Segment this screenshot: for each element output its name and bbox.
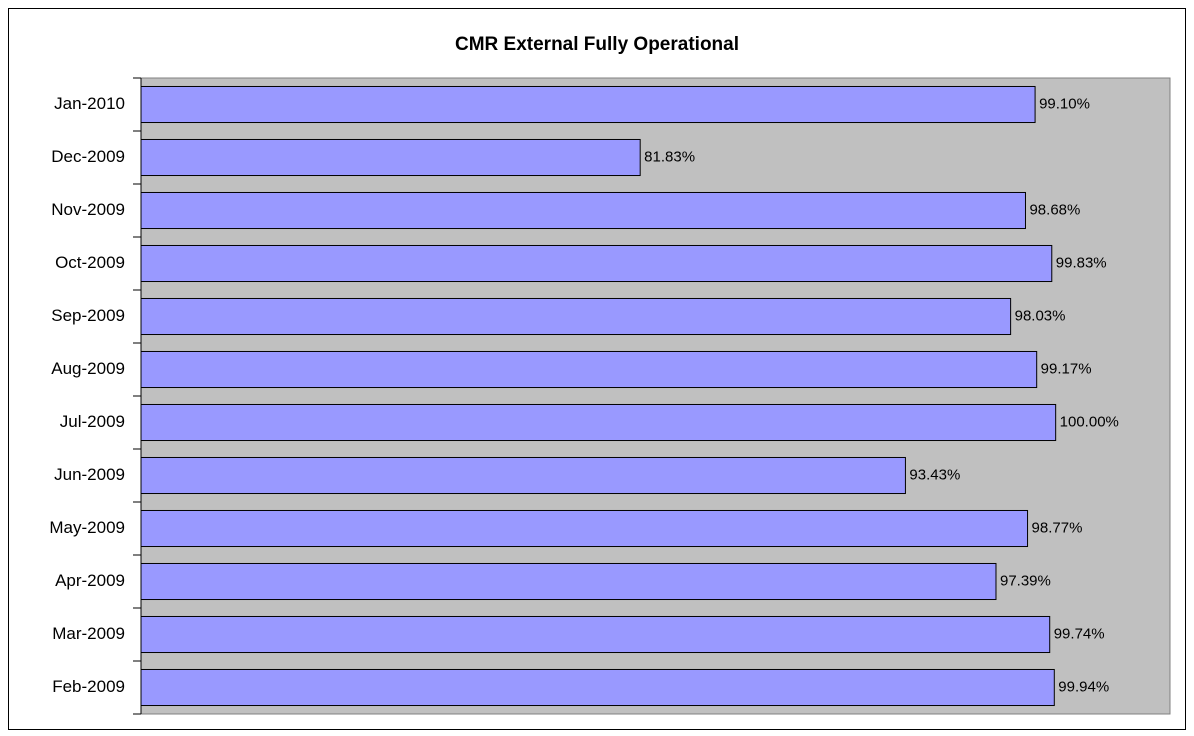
- bar: [140, 456, 906, 495]
- value-label: 98.68%: [1029, 201, 1080, 218]
- chart-title: CMR External Fully Operational: [455, 34, 739, 55]
- y-tick-label: Jan-2010: [54, 94, 125, 113]
- value-label: 100.00%: [1060, 413, 1119, 430]
- bar: [140, 191, 1026, 230]
- y-tick-label: Apr-2009: [55, 571, 125, 590]
- bar: [140, 562, 997, 601]
- value-label: 98.03%: [1015, 307, 1066, 324]
- bar: [140, 615, 1051, 654]
- value-label: 99.74%: [1054, 625, 1105, 642]
- value-label: 98.77%: [1032, 519, 1083, 536]
- y-tick-label: Mar-2009: [52, 624, 125, 643]
- y-tick-label: Aug-2009: [51, 359, 125, 378]
- y-tick-label: Feb-2009: [52, 677, 125, 696]
- value-label: 99.83%: [1056, 254, 1107, 271]
- y-tick-label: Sep-2009: [51, 306, 125, 325]
- value-label: 93.43%: [909, 466, 960, 483]
- bar: [140, 350, 1038, 389]
- y-tick-label: Oct-2009: [55, 253, 125, 272]
- value-label: 99.17%: [1041, 360, 1092, 377]
- plot-area: [140, 77, 1171, 715]
- bar: [140, 138, 641, 177]
- value-label: 99.94%: [1058, 678, 1109, 695]
- value-label: 97.39%: [1000, 572, 1051, 589]
- y-tick-label: Jul-2009: [60, 412, 125, 431]
- y-tick-label: Dec-2009: [51, 147, 125, 166]
- y-tick-label: Nov-2009: [51, 200, 125, 219]
- value-label: 81.83%: [644, 148, 695, 165]
- bar: [140, 403, 1057, 442]
- bar: [140, 297, 1012, 336]
- value-label: 99.10%: [1039, 95, 1090, 112]
- bar: [140, 509, 1029, 548]
- bar: [140, 668, 1055, 707]
- bar: [140, 85, 1036, 124]
- y-tick-label: Jun-2009: [54, 465, 125, 484]
- y-tick-label: May-2009: [49, 518, 125, 537]
- bar: [140, 244, 1053, 283]
